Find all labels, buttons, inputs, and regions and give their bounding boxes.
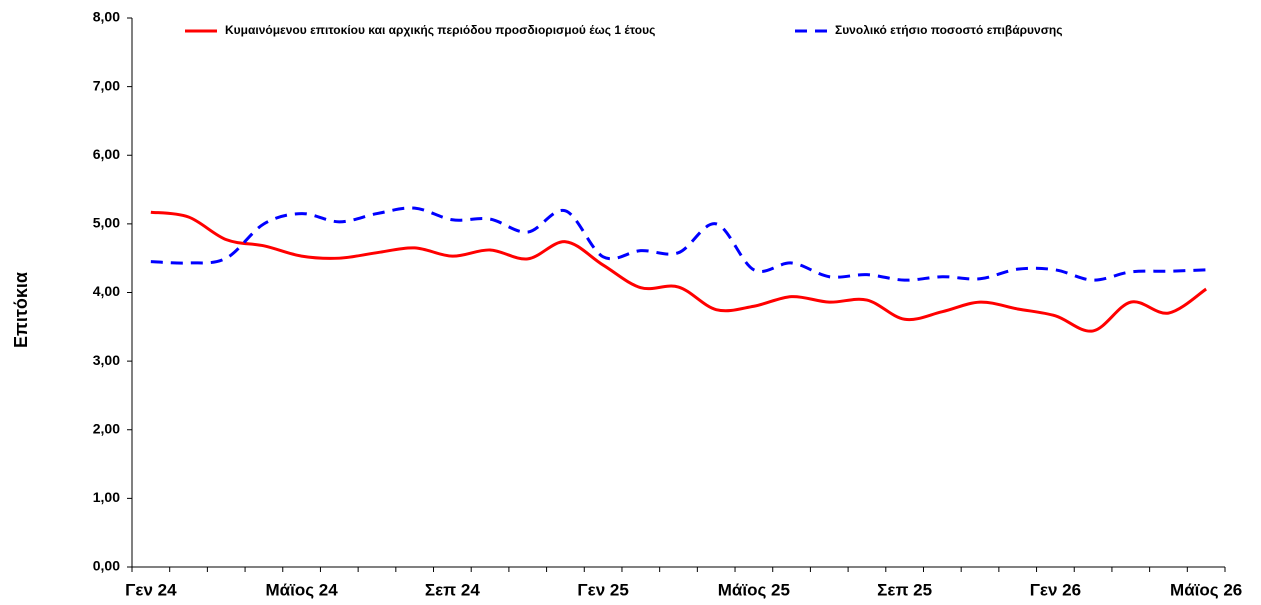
y-tick-label: 6,00 bbox=[93, 146, 120, 162]
series-line bbox=[150, 206, 1207, 282]
y-tick-label: 2,00 bbox=[93, 420, 120, 436]
legend-label: Συνολικό ετήσιο ποσοστό επιβάρυνσης bbox=[835, 23, 1062, 37]
x-tick-label: Μάϊος 25 bbox=[718, 580, 790, 599]
x-tick-label: Γεν 24 bbox=[125, 580, 177, 599]
series-line bbox=[150, 210, 1208, 333]
x-tick-label: Γεν 26 bbox=[1030, 580, 1081, 599]
y-tick-label: 7,00 bbox=[93, 77, 120, 93]
x-tick-label: Σεπ 24 bbox=[425, 580, 480, 599]
y-axis-label: Επιτόκια bbox=[11, 272, 31, 348]
y-tick-label: 1,00 bbox=[93, 489, 120, 505]
y-tick-label: 4,00 bbox=[93, 283, 120, 299]
y-tick-label: 0,00 bbox=[93, 558, 120, 574]
x-tick-label: Μάϊος 24 bbox=[266, 580, 339, 599]
y-tick-label: 3,00 bbox=[93, 352, 120, 368]
x-tick-label: Μάϊος 26 bbox=[1170, 580, 1242, 599]
legend-label: Κυμαινόμενου επιτοκίου και αρχικής περιό… bbox=[225, 23, 655, 37]
x-tick-label: Γεν 25 bbox=[577, 580, 628, 599]
x-tick-label: Σεπ 25 bbox=[877, 580, 932, 599]
y-tick-label: 5,00 bbox=[93, 215, 120, 231]
y-tick-label: 8,00 bbox=[93, 9, 120, 25]
